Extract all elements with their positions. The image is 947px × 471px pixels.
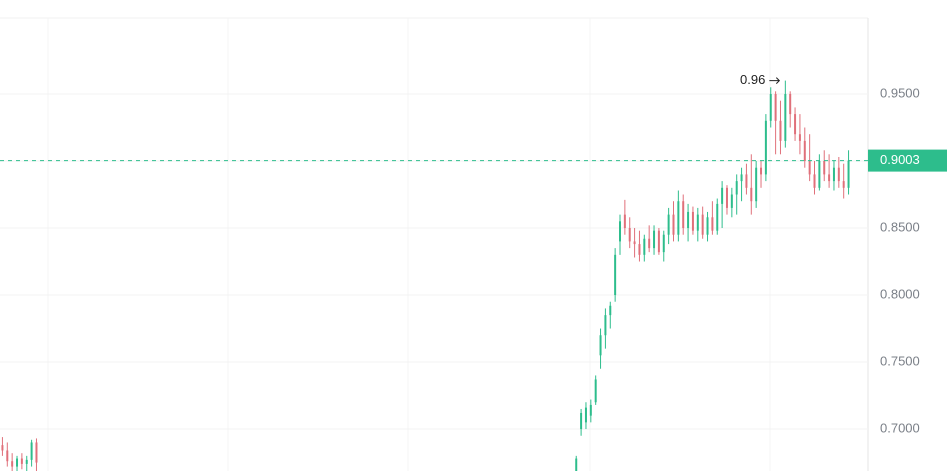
candle-body <box>604 315 607 336</box>
candle-body <box>687 211 690 229</box>
candle-body <box>774 93 777 121</box>
candle-body <box>721 187 724 204</box>
candle-body <box>628 228 631 242</box>
candle-body <box>594 379 597 403</box>
y-tick-label: 0.7500 <box>880 353 920 368</box>
candle-body <box>847 160 850 188</box>
candle-body <box>599 335 602 356</box>
candle-body <box>584 407 587 423</box>
candle-body <box>769 93 772 121</box>
candle-body <box>672 214 675 235</box>
high-marker-arrow <box>769 77 781 84</box>
candle-body <box>30 442 33 460</box>
candle-body <box>818 161 821 188</box>
candle-body <box>633 241 636 245</box>
candle-body <box>643 238 646 255</box>
y-tick-label: 0.8500 <box>880 219 920 234</box>
candle-body <box>760 167 763 175</box>
candle-body <box>589 404 592 416</box>
candle-body <box>735 181 738 195</box>
candle-body <box>1 445 4 451</box>
candle-body <box>779 120 782 141</box>
candle-body <box>784 93 787 141</box>
candle-body <box>682 201 685 229</box>
candle-body <box>832 167 835 182</box>
candle-body <box>716 203 719 231</box>
candle-body <box>25 459 28 464</box>
candle-body <box>6 450 9 462</box>
candle-body <box>653 230 656 249</box>
candle-body <box>648 238 651 249</box>
candle-body <box>706 217 709 235</box>
y-tick-label: 0.8000 <box>880 286 920 301</box>
candle-body <box>619 221 621 242</box>
candle-body <box>750 187 753 202</box>
high-marker-label: 0.96 <box>740 72 765 87</box>
last-price-label: 0.9003 <box>880 152 920 167</box>
candle-body <box>35 442 38 463</box>
candle-body <box>755 167 758 202</box>
candle-body <box>823 161 826 175</box>
candle-body <box>837 167 840 182</box>
candle-body <box>803 140 806 162</box>
candle-body <box>842 181 845 188</box>
candle-body <box>677 201 680 235</box>
candle-body <box>614 254 617 296</box>
candle-body <box>11 461 14 467</box>
candle-body <box>638 244 641 255</box>
candle-body <box>794 114 797 135</box>
candle-body <box>725 187 728 208</box>
candle-body <box>667 214 670 235</box>
candle-body <box>623 214 626 229</box>
candle-body <box>740 174 743 182</box>
candle-body <box>764 120 767 175</box>
candle-body <box>20 458 23 464</box>
candle-body <box>828 174 831 182</box>
candle-body <box>691 211 694 231</box>
candle-body <box>808 161 811 175</box>
candle-body <box>657 230 660 253</box>
candle-body <box>580 412 583 430</box>
last-price-badge <box>868 149 947 172</box>
candle-body <box>813 174 816 188</box>
candle-body <box>745 174 748 188</box>
candle-body <box>696 214 699 231</box>
candle-body <box>662 234 665 253</box>
y-tick-label: 0.7000 <box>880 420 920 435</box>
candle-body <box>711 217 714 231</box>
y-tick-label: 0.9500 <box>880 85 920 100</box>
candle-body <box>701 214 704 235</box>
candle-body <box>798 134 801 141</box>
candle-body <box>575 458 578 471</box>
candle-body <box>16 458 19 467</box>
candle-body <box>789 93 792 115</box>
candle-body <box>609 305 612 316</box>
candle-body <box>730 194 733 208</box>
time-grid <box>47 18 771 471</box>
